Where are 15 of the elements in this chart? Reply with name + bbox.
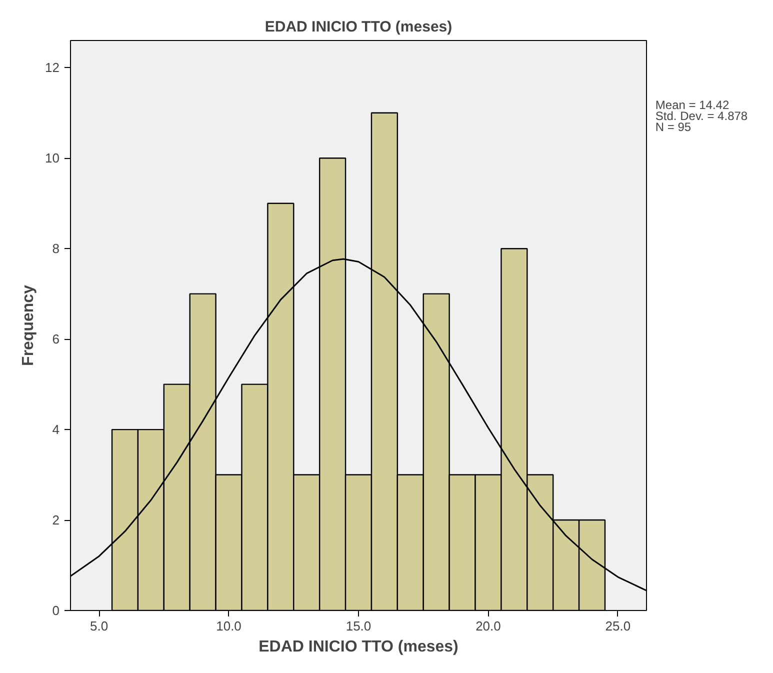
y-tick-label: 0 <box>52 603 60 618</box>
chart-title: EDAD INICIO TTO (meses) <box>264 18 452 36</box>
y-tick-label: 12 <box>45 60 60 76</box>
x-tick-label: 5.0 <box>90 618 108 634</box>
y-axis-title: Frequency <box>20 284 38 366</box>
x-tick-label: 10.0 <box>216 618 242 634</box>
y-tick-label: 4 <box>52 422 60 438</box>
x-tick-label: 20.0 <box>476 618 501 634</box>
x-tick-label: 25.0 <box>605 618 631 634</box>
y-tick-label: 8 <box>52 241 60 256</box>
y-tick-label: 6 <box>52 332 60 347</box>
y-tick-label: 10 <box>45 150 60 166</box>
x-axis-title: EDAD INICIO TTO (meses) <box>258 638 458 656</box>
x-tick-label: 15.0 <box>346 618 372 634</box>
y-tick-label: 2 <box>52 512 60 528</box>
